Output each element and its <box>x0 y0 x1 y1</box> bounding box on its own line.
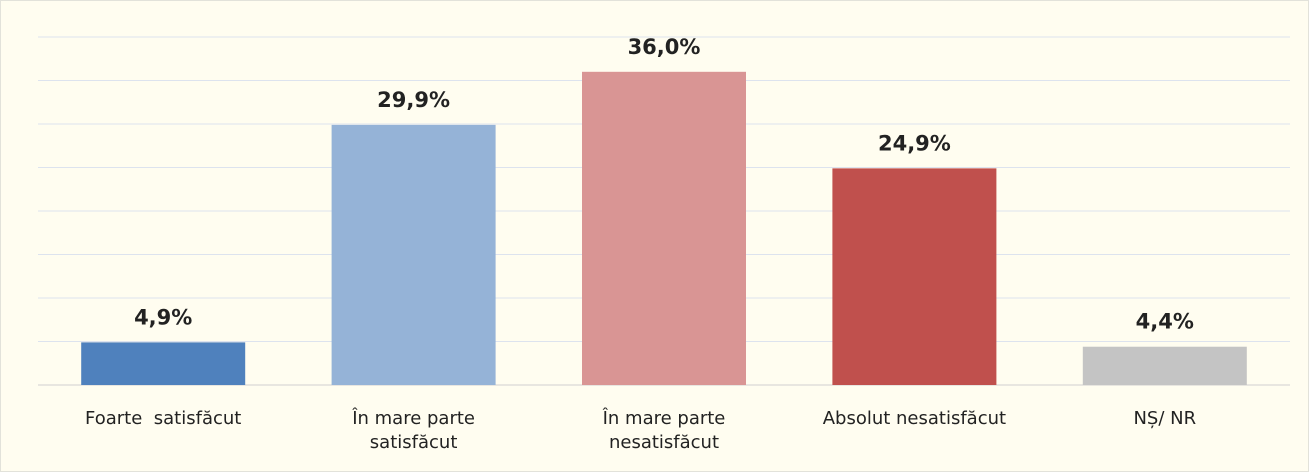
data-label: 4,4% <box>1136 310 1194 334</box>
bar <box>331 124 496 386</box>
x-tick-label: Absolut nesatisfăcut <box>823 408 1006 429</box>
x-tick-label-line: NȘ/ NR <box>1133 408 1196 429</box>
x-tick-label-line: În mare parte <box>602 407 726 429</box>
x-tick-label-line: În mare parte <box>351 407 475 429</box>
bar <box>81 342 246 385</box>
x-tick-label: În mare parte satisfăcut <box>351 407 475 453</box>
x-tick-label: NȘ/ NR <box>1133 408 1196 429</box>
data-label: 24,9% <box>878 131 951 155</box>
bar <box>832 168 997 385</box>
x-tick-label-line: nesatisfăcut <box>609 432 719 453</box>
bar <box>1082 346 1247 385</box>
data-label: 29,9% <box>377 88 450 112</box>
bar <box>582 71 746 386</box>
data-label: 4,9% <box>134 305 192 329</box>
x-tick-label-line: satisfăcut <box>370 432 458 453</box>
data-label: 36,0% <box>628 35 701 59</box>
x-tick-label: În mare parte nesatisfăcut <box>602 407 726 453</box>
x-tick-label: Foarte satisfăcut <box>85 408 241 429</box>
x-tick-label-line: Foarte satisfăcut <box>85 408 241 429</box>
x-tick-label-line: Absolut nesatisfăcut <box>823 408 1006 429</box>
